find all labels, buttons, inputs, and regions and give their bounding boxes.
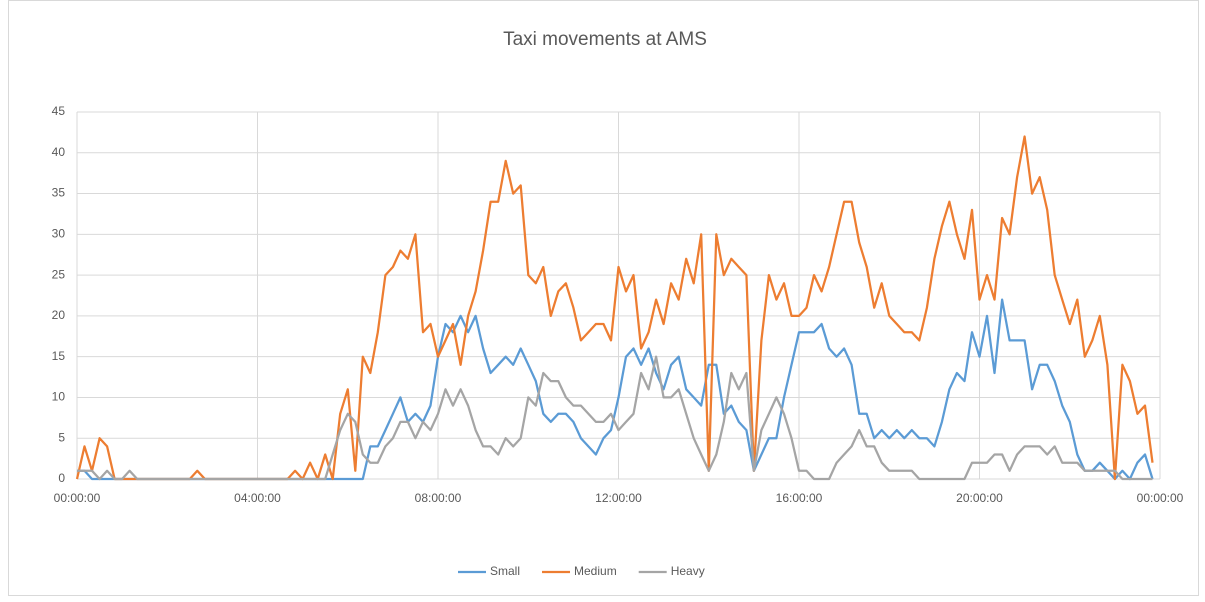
y-tick-label: 5 bbox=[58, 430, 65, 444]
legend-label: Medium bbox=[574, 564, 617, 578]
x-tick-label: 16:00:00 bbox=[776, 491, 823, 505]
x-tick-label: 12:00:00 bbox=[595, 491, 642, 505]
legend-label: Small bbox=[490, 564, 520, 578]
chart-border bbox=[8, 0, 1199, 596]
data-line bbox=[77, 355, 1153, 481]
x-tick-label: 04:00:00 bbox=[234, 491, 281, 505]
y-tick-label: 25 bbox=[52, 267, 66, 281]
y-tick-label: 10 bbox=[52, 390, 66, 404]
x-tick-label: 20:00:00 bbox=[956, 491, 1003, 505]
y-tick-label: 40 bbox=[52, 145, 66, 159]
y-tick-label: 30 bbox=[52, 227, 66, 241]
x-tick-label: 00:00:00 bbox=[1137, 491, 1184, 505]
legend-label: Heavy bbox=[671, 564, 705, 578]
x-tick-label: 00:00:00 bbox=[54, 491, 101, 505]
y-tick-label: 0 bbox=[58, 471, 65, 485]
chart-title: Taxi movements at AMS bbox=[503, 29, 707, 50]
y-tick-label: 15 bbox=[52, 349, 66, 363]
y-tick-label: 35 bbox=[52, 186, 66, 200]
y-tick-label: 20 bbox=[52, 308, 66, 322]
x-tick-label: 08:00:00 bbox=[415, 491, 462, 505]
y-tick-label: 45 bbox=[52, 104, 66, 118]
